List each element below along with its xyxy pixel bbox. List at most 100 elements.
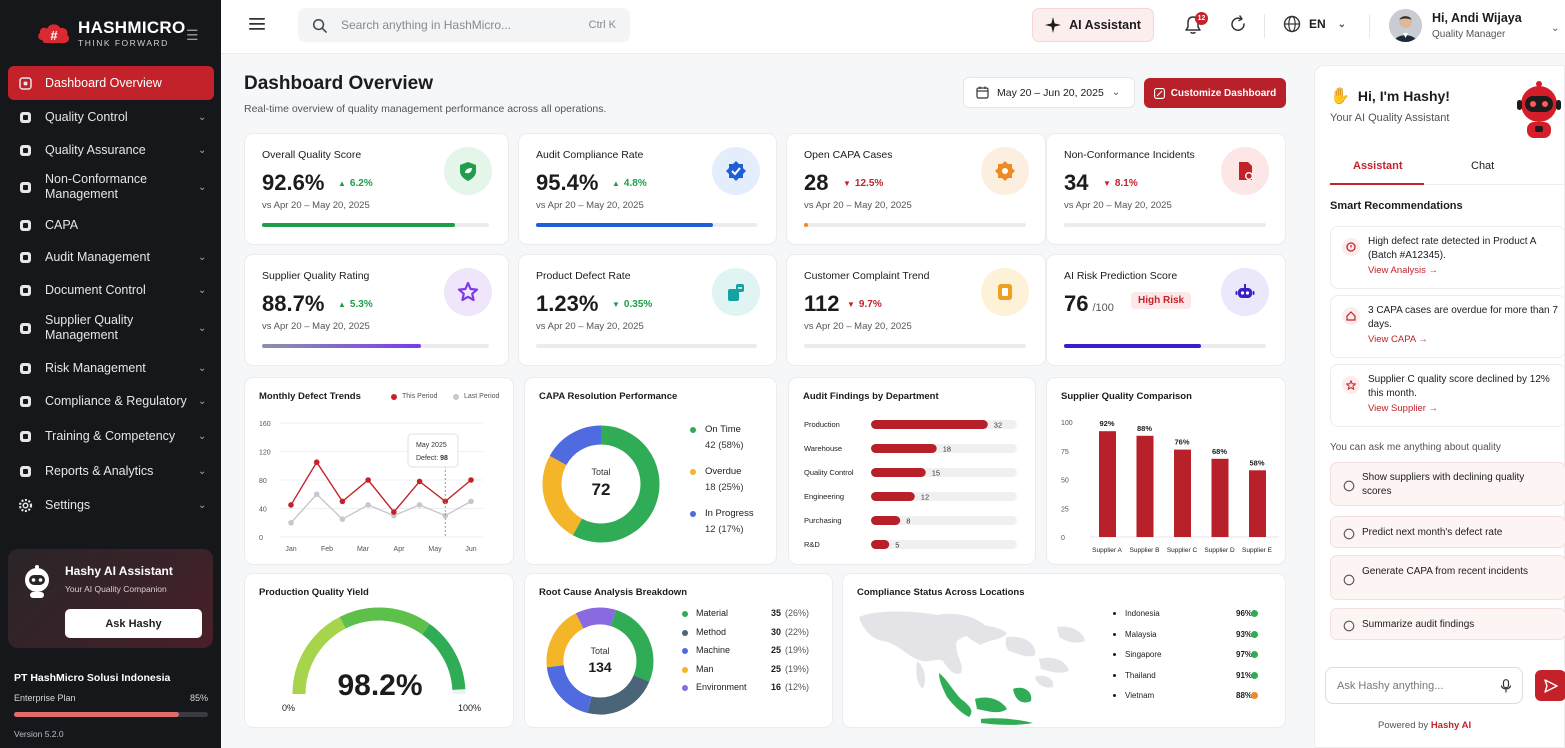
suggestion-chip[interactable]: Show suppliers with declining quality sc… [1330,462,1565,506]
sidebar-item-risk-management[interactable]: Risk Management ⌄ [8,351,214,385]
this-period-line [290,460,472,514]
collapse-sidebar-icon[interactable]: ☰ [186,27,199,43]
suggestion-chip[interactable]: Predict next month's defect rate [1330,516,1565,548]
sidebar-item-reports-and-analytics[interactable]: Reports & Analytics ⌄ [8,454,214,488]
sidebar-item-audit-management[interactable]: Audit Management ⌄ [8,240,214,274]
kpi-card-product-defect-rate[interactable]: Product Defect Rate 1.23% ▼ 0.35% vs Apr 20 … [518,254,777,366]
suggestion-text: Summarize audit findings [1362,619,1475,630]
this-period-point[interactable] [442,498,449,505]
kpi-card-ai-risk-prediction-score[interactable]: AI Risk Prediction Score 76/100 High Risk [1046,254,1286,366]
recommendation-link[interactable]: View Supplier → [1368,403,1439,414]
ai-greeting-text: Hi, I'm Hashy! [1357,88,1450,104]
supplier-bar[interactable] [1211,458,1229,537]
recommendation-card[interactable]: High defect rate detected in Product A (… [1330,226,1565,289]
suggestion-chip[interactable]: Generate CAPA from recent incidents [1330,555,1565,600]
recommendation-link[interactable]: View Analysis → [1368,265,1439,276]
sidebar-item-compliance-and-regulatory[interactable]: Compliance & Regulatory ⌄ [8,384,214,418]
capa-slice[interactable] [572,425,660,543]
chevron-down-icon: ⌄ [1111,87,1121,98]
supplier-bar[interactable] [1174,449,1191,537]
recommendation-card[interactable]: 3 CAPA cases are overdue for more than 7… [1330,295,1565,358]
menu-icon[interactable] [249,17,265,31]
this-period-point[interactable] [313,459,320,465]
supplier-bar[interactable] [1249,470,1266,537]
sidebar-item-settings[interactable]: Settings ⌄ [8,488,214,522]
legend-dot [682,666,688,673]
sidebar-item-non-conformance-management[interactable]: Non-Conformance Management ⌄ [8,170,214,204]
sidebar-item-label: Reports & Analytics [45,463,154,478]
last-period-point[interactable] [313,491,320,498]
kpi-card-open-capa-cases[interactable]: Open CAPA Cases 28 ▼ 12.5% vs Apr 20 – May 2… [786,133,1046,245]
kpi-progress-fill [262,344,421,348]
audit-row-label: Production [804,420,840,429]
sidebar-item-quality-assurance[interactable]: Quality Assurance ⌄ [8,133,214,167]
last-period-point[interactable] [468,498,474,505]
customize-dashboard-button[interactable]: Customize Dashboard [1144,78,1286,108]
audit-bar[interactable] [871,540,890,549]
ask-hashy-input[interactable] [1337,679,1497,692]
ask-hashy-button[interactable]: Ask Hashy [65,609,202,638]
audit-bar[interactable] [871,444,937,453]
location-compliance-value: 91% [1236,670,1253,680]
kpi-card-supplier-quality-rating[interactable]: Supplier Quality Rating 88.7% ▲ 5.3% vs Apr … [244,254,509,366]
last-period-point[interactable] [416,502,423,508]
sidebar-item-quality-control[interactable]: Quality Control ⌄ [8,100,214,134]
supplier-bar[interactable] [1099,431,1116,537]
kpi-card-audit-compliance-rate[interactable]: Audit Compliance Rate 95.4% ▲ 4.8% vs Apr 20… [518,133,777,245]
this-period-point[interactable] [288,502,294,508]
refresh-icon[interactable] [1229,15,1247,33]
audit-bar[interactable] [871,420,988,429]
recommendation-card[interactable]: Supplier C quality score declined by 12%… [1330,364,1565,427]
capa-slice[interactable] [542,455,583,536]
x-tick-label: Supplier D [1204,547,1235,554]
sidebar-item-supplier-quality-management[interactable]: Supplier Quality Management ⌄ [8,311,214,345]
search-input[interactable] [341,18,561,32]
y-tick-label: 0 [1061,535,1065,542]
avatar[interactable] [1389,9,1422,42]
user-menu-chevron-icon[interactable]: ⌄ [1551,23,1560,34]
this-period-point[interactable] [339,498,346,505]
audit-bar[interactable] [871,468,926,477]
microphone-icon[interactable] [1500,679,1512,693]
this-period-point[interactable] [365,477,371,483]
last-period-point[interactable] [288,519,294,526]
shield-check-icon [18,143,33,158]
kpi-delta: ▲ 5.3% [338,299,373,310]
root-cause-slice[interactable] [610,609,654,682]
legend-dot [690,427,696,433]
suggestion-chip[interactable]: Summarize audit findings [1330,608,1565,640]
root-cause-slice[interactable] [575,607,616,629]
capa-slice[interactable] [549,425,602,466]
audit-bar[interactable] [871,516,901,525]
brand-logo[interactable]: # HASHMICRO THINK FORWARD [36,18,186,48]
sidebar-item-training-and-competency[interactable]: Training & Competency ⌄ [8,419,214,453]
kpi-delta: ▲ 4.8% [612,178,647,189]
date-range-picker[interactable]: May 20 – Jun 20, 2025 ⌄ [963,77,1135,108]
kpi-card-overall-quality-score[interactable]: Overall Quality Score 92.6% ▲ 6.2% vs Apr 20… [244,133,509,245]
this-period-point[interactable] [391,509,397,515]
kpi-card-customer-complaint-trend[interactable]: Customer Complaint Trend 112 ▼ 9.7% vs Apr 2… [786,254,1046,366]
audit-bar[interactable] [871,492,915,501]
last-period-point[interactable] [365,502,371,508]
last-period-point[interactable] [339,516,346,522]
language-selector[interactable]: EN ⌄ [1283,15,1346,33]
send-button[interactable] [1535,670,1565,701]
sidebar-item-dashboard-overview[interactable]: Dashboard Overview [8,66,214,100]
this-period-point[interactable] [468,477,474,483]
root-cause-slice[interactable] [546,664,592,714]
supplier-bar[interactable] [1136,435,1154,537]
bullet [1113,632,1116,636]
root-cause-slice[interactable] [546,613,584,668]
tab-chat[interactable]: Chat [1471,160,1495,172]
audit-row-label: Quality Control [804,468,854,477]
sidebar-item-capa[interactable]: CAPA [8,208,214,242]
tab-assistant[interactable]: Assistant [1353,160,1403,172]
recommendation-link[interactable]: View CAPA → [1368,334,1428,345]
root-cause-slice[interactable] [587,674,650,715]
ai-assistant-label: AI Assistant [1069,18,1141,32]
this-period-point[interactable] [416,478,423,485]
chevron-down-icon: ⌄ [198,111,207,123]
ai-assistant-button[interactable]: AI Assistant [1032,8,1154,42]
sidebar-item-document-control[interactable]: Document Control ⌄ [8,273,214,307]
kpi-card-non-conformance-incidents[interactable]: Non-Conformance Incidents 34 ▼ 8.1% vs Apr 2… [1046,133,1286,245]
